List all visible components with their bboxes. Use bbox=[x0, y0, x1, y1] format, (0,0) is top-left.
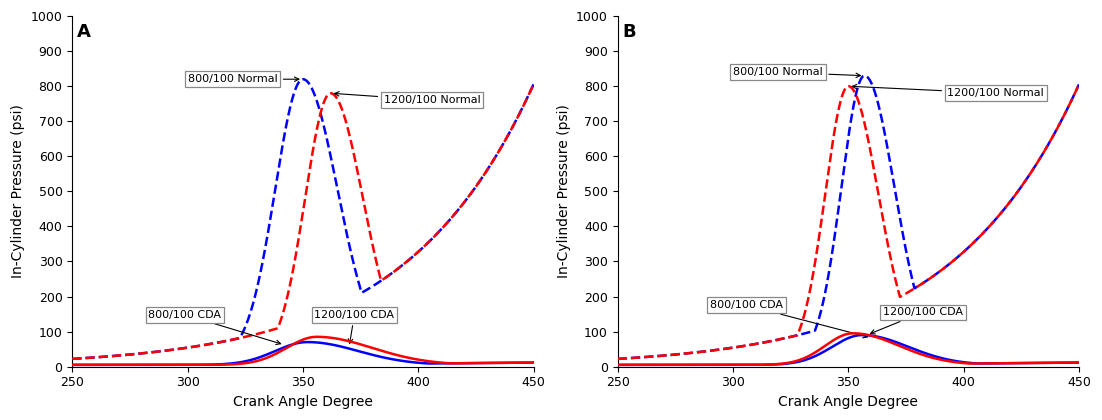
X-axis label: Crank Angle Degree: Crank Angle Degree bbox=[233, 395, 372, 409]
X-axis label: Crank Angle Degree: Crank Angle Degree bbox=[778, 395, 918, 409]
Y-axis label: In-Cylinder Pressure (psi): In-Cylinder Pressure (psi) bbox=[11, 105, 25, 278]
Text: B: B bbox=[623, 23, 636, 41]
Text: 800/100 Normal: 800/100 Normal bbox=[187, 74, 299, 84]
Text: 800/100 CDA: 800/100 CDA bbox=[710, 300, 867, 338]
Text: 800/100 Normal: 800/100 Normal bbox=[733, 67, 861, 78]
Text: 1200/100 Normal: 1200/100 Normal bbox=[335, 92, 480, 105]
Text: A: A bbox=[77, 23, 90, 41]
Text: 1200/100 CDA: 1200/100 CDA bbox=[871, 307, 963, 334]
Text: 1200/100 CDA: 1200/100 CDA bbox=[314, 310, 395, 344]
Text: 800/100 CDA: 800/100 CDA bbox=[149, 310, 281, 344]
Y-axis label: In-Cylinder Pressure (psi): In-Cylinder Pressure (psi) bbox=[557, 105, 571, 278]
Text: 1200/100 Normal: 1200/100 Normal bbox=[852, 84, 1045, 98]
